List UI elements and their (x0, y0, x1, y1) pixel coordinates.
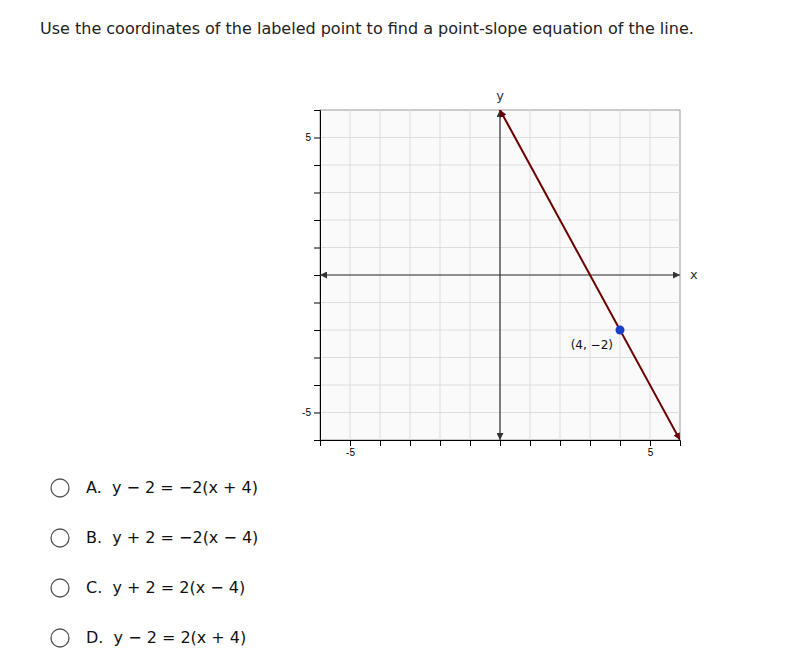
choice: D. y − 2 = 2(x + 4) (86, 628, 246, 647)
tick (560, 440, 561, 446)
choice: B. y + 2 = −2(x − 4) (86, 528, 258, 547)
tick-mark (350, 440, 351, 446)
tick-label: 5 (648, 447, 654, 458)
tick-mark (560, 440, 561, 446)
tick-mark (314, 248, 320, 249)
tick (380, 440, 381, 446)
tick: -5 (346, 440, 355, 458)
tick-mark (470, 440, 471, 446)
tick-mark (500, 440, 501, 446)
tick-mark (314, 220, 320, 221)
tick-mark (410, 440, 411, 446)
tick-mark (314, 358, 320, 359)
tick (314, 358, 320, 359)
tick-mark (314, 165, 320, 166)
tick (314, 330, 320, 331)
title-line: Use the coordinates of the labeled point… (40, 19, 694, 38)
tick (620, 440, 621, 446)
tick (410, 440, 411, 446)
title: Use the coordinates of the labeled point… (40, 19, 694, 38)
x-axis-label: x (690, 267, 698, 282)
grid-line-x (500, 110, 501, 440)
line (500, 110, 680, 440)
tick-mark (314, 385, 320, 386)
chart: Use the coordinates of the labeled point… (0, 0, 800, 662)
tick (314, 165, 320, 166)
x-axis: -5 5 (321, 440, 681, 458)
axis-domain (314, 111, 321, 441)
tick-mark (314, 275, 320, 276)
tick-label: 5 (305, 132, 311, 143)
point (616, 326, 625, 335)
choice: C. y + 2 = 2(x − 4) (86, 578, 245, 597)
marks (500, 110, 680, 440)
tick-mark (620, 440, 621, 446)
tick-label: -5 (346, 447, 355, 458)
tick (590, 440, 591, 446)
tick: 5 (305, 132, 320, 143)
tick-mark (530, 440, 531, 446)
tick (314, 220, 320, 221)
plot-area (320, 110, 680, 440)
point-label: (4, −2) (571, 338, 613, 352)
tick-mark (314, 193, 320, 194)
tick-label: -5 (302, 407, 311, 418)
tick-mark (314, 330, 320, 331)
radio-button (51, 579, 69, 597)
tick-mark (380, 440, 381, 446)
tick (530, 440, 531, 446)
tick (500, 440, 501, 446)
choices: A. y − 2 = −2(x + 4) B. y + 2 = −2(x − 4)… (51, 478, 258, 648)
tick-mark (440, 440, 441, 446)
y-axis: -5 5 (302, 111, 320, 441)
tick (314, 275, 320, 276)
tick: -5 (302, 407, 320, 418)
tick-mark (650, 440, 651, 446)
tick: 5 (648, 440, 654, 458)
radio-button (51, 479, 69, 497)
tick (314, 385, 320, 386)
tick-mark (590, 440, 591, 446)
tick-mark (314, 138, 320, 139)
choice: A. y − 2 = −2(x + 4) (86, 478, 258, 497)
tick (314, 193, 320, 194)
radio-button (51, 629, 69, 647)
tick (314, 248, 320, 249)
grid (320, 110, 680, 440)
tick (314, 303, 320, 304)
tick (440, 440, 441, 446)
tick-mark (314, 413, 320, 414)
axis-domain (321, 441, 681, 447)
y-axis-label: y (496, 88, 504, 103)
tick (470, 440, 471, 446)
radio-button (51, 529, 69, 547)
y-axis-line (499, 110, 500, 440)
tick-mark (314, 303, 320, 304)
